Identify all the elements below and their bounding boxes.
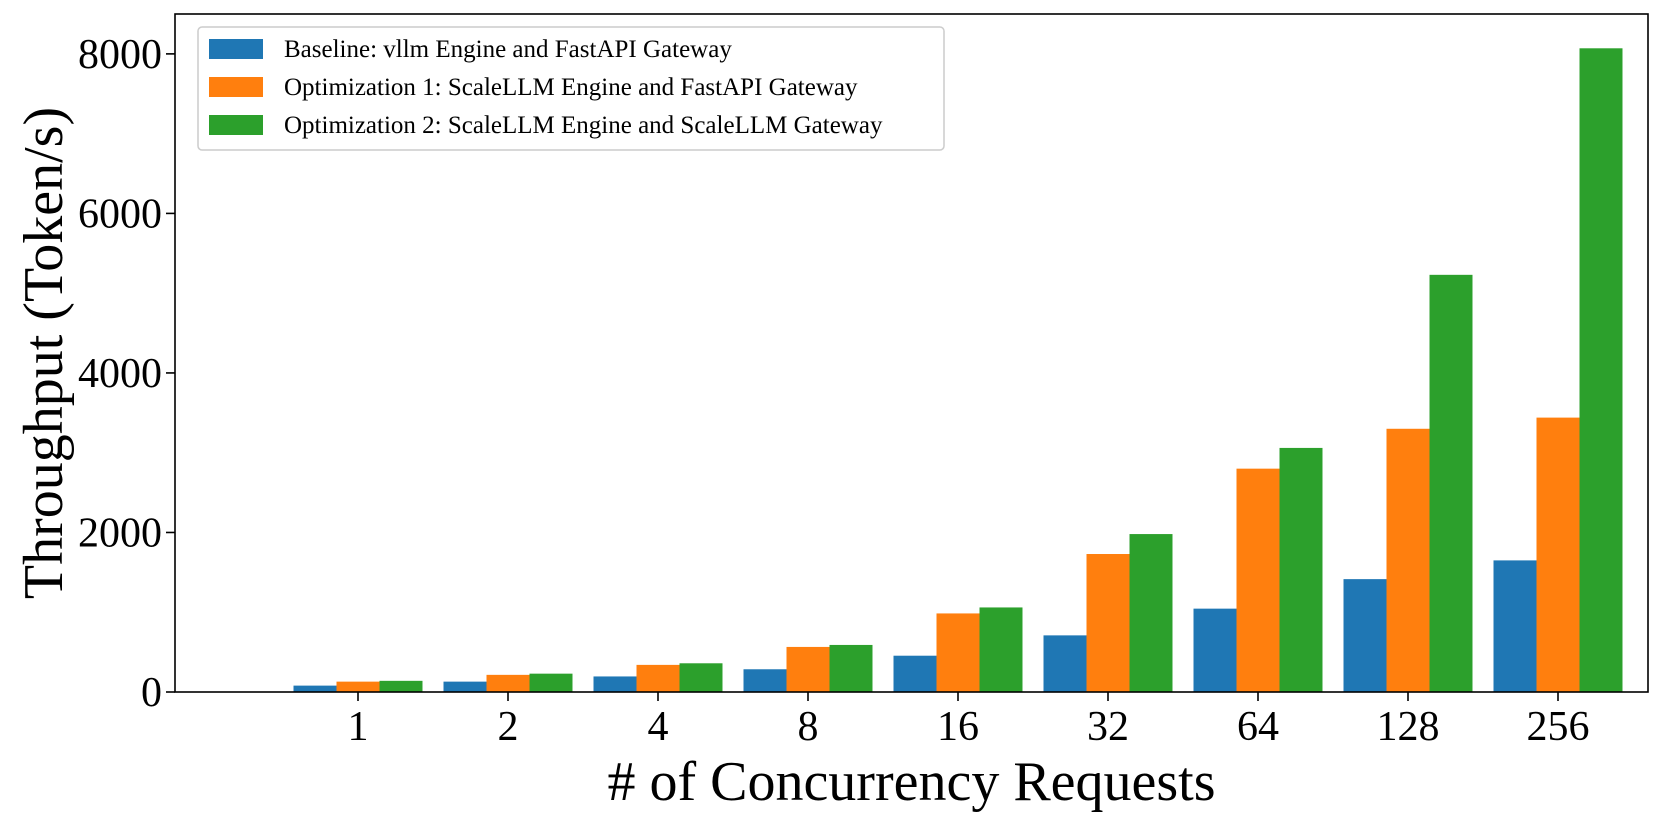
x-axis-ticks: 1 2 4 8 16 32 64 128 256 [348, 692, 1590, 750]
bar [379, 680, 423, 692]
bar [529, 673, 573, 692]
bar [443, 681, 487, 692]
legend-box [197, 26, 945, 151]
bar [679, 663, 723, 692]
x-tick-label: 4 [648, 704, 669, 750]
y-tick-label: 6000 [78, 191, 162, 237]
bar [829, 644, 873, 692]
bar [1043, 635, 1087, 692]
legend-swatch [209, 77, 263, 97]
x-tick-label: 128 [1377, 704, 1440, 750]
x-tick-label: 2 [498, 704, 519, 750]
bar [979, 607, 1023, 692]
legend-label: Baseline: vllm Engine and FastAPI Gatewa… [284, 36, 732, 63]
bar [893, 655, 937, 692]
bars-layer [293, 48, 1623, 692]
bar [1086, 554, 1130, 692]
bar [1236, 468, 1280, 692]
bar [1343, 579, 1387, 692]
bar [1279, 447, 1323, 692]
y-axis-label: Throughput (Token/s) [13, 107, 75, 599]
y-tick-label: 8000 [78, 32, 162, 78]
legend-label: Optimization 1: ScaleLLM Engine and Fast… [284, 74, 858, 101]
x-tick-label: 256 [1527, 704, 1590, 750]
bar [786, 646, 830, 692]
bar [1536, 417, 1580, 692]
bar [1193, 608, 1237, 692]
bar [1129, 534, 1173, 692]
bar [636, 664, 680, 692]
x-tick-label: 16 [937, 704, 979, 750]
y-axis-ticks: 0 2000 4000 6000 8000 [78, 32, 175, 716]
plot-area-frame [174, 13, 1649, 693]
bar [936, 613, 980, 692]
bar [486, 674, 530, 692]
bar [593, 676, 637, 692]
bar [1579, 48, 1623, 692]
legend-swatch [209, 39, 263, 59]
x-tick-label: 8 [798, 704, 819, 750]
bar [1493, 560, 1537, 692]
legend-swatch [209, 115, 263, 135]
bar [743, 669, 787, 692]
y-tick-label: 2000 [78, 510, 162, 556]
y-tick-label: 4000 [78, 351, 162, 397]
x-axis-label: # of Concurrency Requests [607, 751, 1215, 813]
bar [336, 681, 380, 692]
x-tick-label: 32 [1087, 704, 1129, 750]
bar [293, 685, 337, 692]
legend-label: Optimization 2: ScaleLLM Engine and Scal… [284, 112, 883, 139]
legend: Baseline: vllm Engine and FastAPI Gatewa… [197, 26, 945, 151]
x-tick-label: 64 [1237, 704, 1279, 750]
bar [1386, 428, 1430, 692]
y-tick-label: 0 [141, 670, 162, 716]
bar [1429, 274, 1473, 692]
x-tick-label: 1 [348, 704, 369, 750]
